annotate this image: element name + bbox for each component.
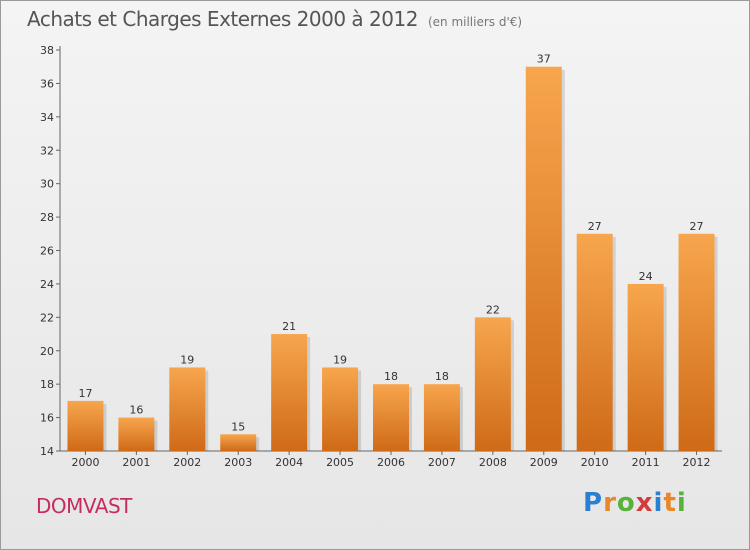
logo-letter: t: [663, 488, 677, 518]
bar: [525, 66, 562, 451]
data-label: 17: [78, 387, 92, 400]
y-tick-label: 16: [40, 412, 54, 425]
y-tick-label: 32: [40, 144, 54, 157]
bar: [322, 367, 359, 451]
data-label: 22: [486, 303, 500, 316]
data-label: 19: [180, 353, 194, 366]
data-label: 16: [129, 404, 143, 417]
data-label: 37: [537, 53, 551, 66]
x-tick-label: 2011: [632, 456, 660, 469]
data-label: 18: [435, 370, 449, 383]
bar: [627, 283, 664, 451]
y-tick-label: 30: [40, 178, 54, 191]
bar: [67, 400, 104, 451]
x-tick-label: 2008: [479, 456, 507, 469]
x-tick-label: 2003: [224, 456, 252, 469]
y-tick-label: 36: [40, 77, 54, 90]
y-tick-label: 38: [40, 44, 54, 57]
x-tick-label: 2002: [173, 456, 201, 469]
chart-title: Achats et Charges Externes 2000 à 2012 (e…: [27, 7, 522, 31]
chart-subtitle: (en milliers d'€): [427, 15, 523, 29]
x-tick-label: 2012: [683, 456, 711, 469]
x-tick-label: 2009: [530, 456, 558, 469]
x-tick-label: 2004: [275, 456, 303, 469]
x-tick-label: 2007: [428, 456, 456, 469]
logo-letter: P: [583, 488, 604, 518]
bar: [373, 384, 409, 451]
logo-letter: o: [616, 488, 636, 518]
y-tick-label: 24: [40, 278, 54, 291]
proxiti-logo: Proxiti: [583, 488, 687, 518]
logo-letter: r: [603, 488, 617, 518]
y-tick-label: 22: [40, 311, 54, 324]
x-tick-label: 2001: [122, 456, 150, 469]
y-tick-label: 20: [40, 345, 54, 358]
logo-letter: i: [676, 488, 687, 518]
chart-title-text: Achats et Charges Externes 2000 à 2012: [27, 7, 418, 31]
x-tick-label: 2010: [581, 456, 609, 469]
y-tick-label: 34: [40, 111, 54, 124]
data-label: 27: [588, 220, 602, 233]
logo-letter: i: [653, 488, 664, 518]
bar: [576, 233, 613, 451]
bar: [423, 384, 460, 451]
y-tick-label: 28: [40, 211, 54, 224]
bar: [271, 334, 308, 451]
y-tick-label: 18: [40, 378, 54, 391]
data-label: 27: [690, 220, 704, 233]
y-tick-label: 14: [40, 445, 54, 458]
bar: [474, 317, 511, 451]
x-tick-label: 2005: [326, 456, 354, 469]
x-tick-label: 2006: [377, 456, 405, 469]
chart-bars: [67, 66, 718, 451]
bar: [220, 434, 257, 451]
data-label: 18: [384, 370, 398, 383]
y-tick-label: 26: [40, 245, 54, 258]
bar: [169, 367, 206, 451]
chart-labels: 17 2000 16 2001 19 2002 15 2003 21 2004 19 2005 18 20…: [71, 53, 710, 469]
data-label: 24: [639, 270, 653, 283]
logo-letter: x: [635, 488, 654, 518]
data-label: 15: [231, 420, 245, 433]
bar: [678, 233, 715, 451]
commune-name: DOMVAST: [36, 494, 132, 518]
x-tick-label: 2000: [71, 456, 99, 469]
data-label: 19: [333, 353, 347, 366]
data-label: 21: [282, 320, 296, 333]
bar: [118, 417, 155, 451]
